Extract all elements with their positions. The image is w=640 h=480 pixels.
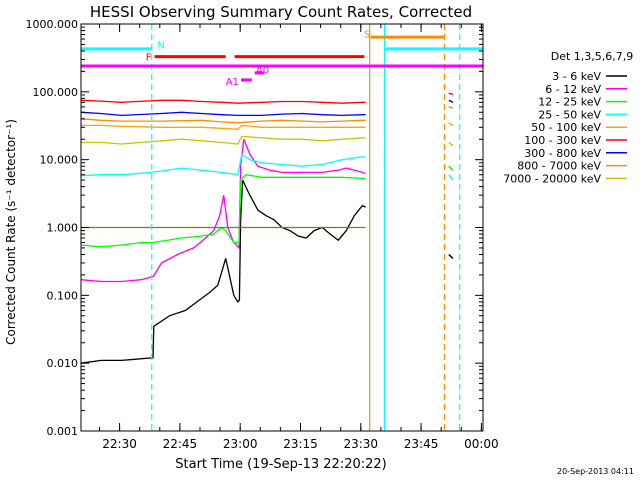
late-segment-line-6	[448, 174, 454, 181]
late-segment-line-7	[448, 253, 454, 259]
y-tick-label-2: 0.100	[47, 289, 79, 302]
legend-label-4: 50 - 100 keV	[531, 121, 601, 134]
series-line-4	[81, 124, 366, 130]
legend-label-3: 25 - 50 keV	[538, 108, 601, 121]
legend-label-1: 6 - 12 keV	[545, 83, 601, 96]
x-axis-label: Start Time (19-Sep-13 22:20:22)	[175, 457, 386, 472]
y-tick-label-3: 1.000	[47, 222, 79, 235]
series-line-3	[80, 153, 366, 177]
y-tick-label-4: 10.000	[40, 154, 79, 167]
flag-label-0: N	[157, 40, 164, 51]
series-line-8	[81, 135, 366, 145]
footer-timestamp: 20-Sep-2013 04:11	[557, 467, 634, 476]
x-tick-label-0: 22:30	[102, 437, 137, 451]
x-tick-label-1: 22:45	[163, 437, 198, 451]
y-axis-label: Corrected Count Rate (s⁻¹ detector⁻¹)	[4, 119, 18, 345]
legend-label-0: 3 - 6 keV	[552, 70, 601, 83]
late-segment-line-3	[448, 122, 454, 127]
legend-label-6: 300 - 800 keV	[524, 147, 601, 160]
legend-label-7: 800 - 7000 keV	[517, 160, 601, 173]
x-tick-label-5: 23:45	[404, 437, 439, 451]
series-line-6	[80, 111, 366, 117]
legend-label-2: 12 - 25 keV	[538, 96, 601, 109]
flag-label-2: S	[364, 30, 370, 41]
legend-label-5: 100 - 300 keV	[524, 134, 601, 147]
series-line-5	[80, 99, 366, 104]
late-segment-line-0	[448, 92, 454, 96]
late-segment-line-4	[448, 141, 454, 147]
legend-label-8: 7000 - 20000 keV	[503, 172, 601, 185]
chart-title: HESSI Observing Summary Count Rates, Cor…	[90, 3, 472, 21]
x-tick-label-2: 23:00	[223, 437, 258, 451]
flag-label-1: F	[146, 53, 152, 64]
x-tick-label-6: 00:00	[464, 437, 499, 451]
flag-label-4: A1	[226, 77, 239, 88]
series-line-7	[80, 118, 366, 124]
late-segment-line-1	[448, 99, 454, 103]
y-tick-label-1: 0.010	[47, 357, 79, 370]
legend-title: Det 1,3,5,6,7,9	[551, 50, 634, 63]
late-segment-line-5	[448, 165, 454, 171]
flag-label-3: A0	[256, 65, 269, 76]
plot-area: NF S A0 A1 0.001 0.010 0.100 1.000 10.000 100.000…	[26, 18, 499, 451]
series-line-1	[80, 138, 366, 283]
late-segment-line-2	[448, 106, 454, 109]
y-tick-label-6: 1000.000	[26, 18, 79, 31]
series-line-2	[80, 174, 366, 248]
x-tick-label-4: 23:30	[343, 437, 378, 451]
y-tick-label-0: 0.001	[47, 425, 79, 438]
y-tick-label-5: 100.000	[33, 86, 79, 99]
series-line-0	[80, 179, 366, 364]
x-tick-label-3: 23:15	[283, 437, 318, 451]
